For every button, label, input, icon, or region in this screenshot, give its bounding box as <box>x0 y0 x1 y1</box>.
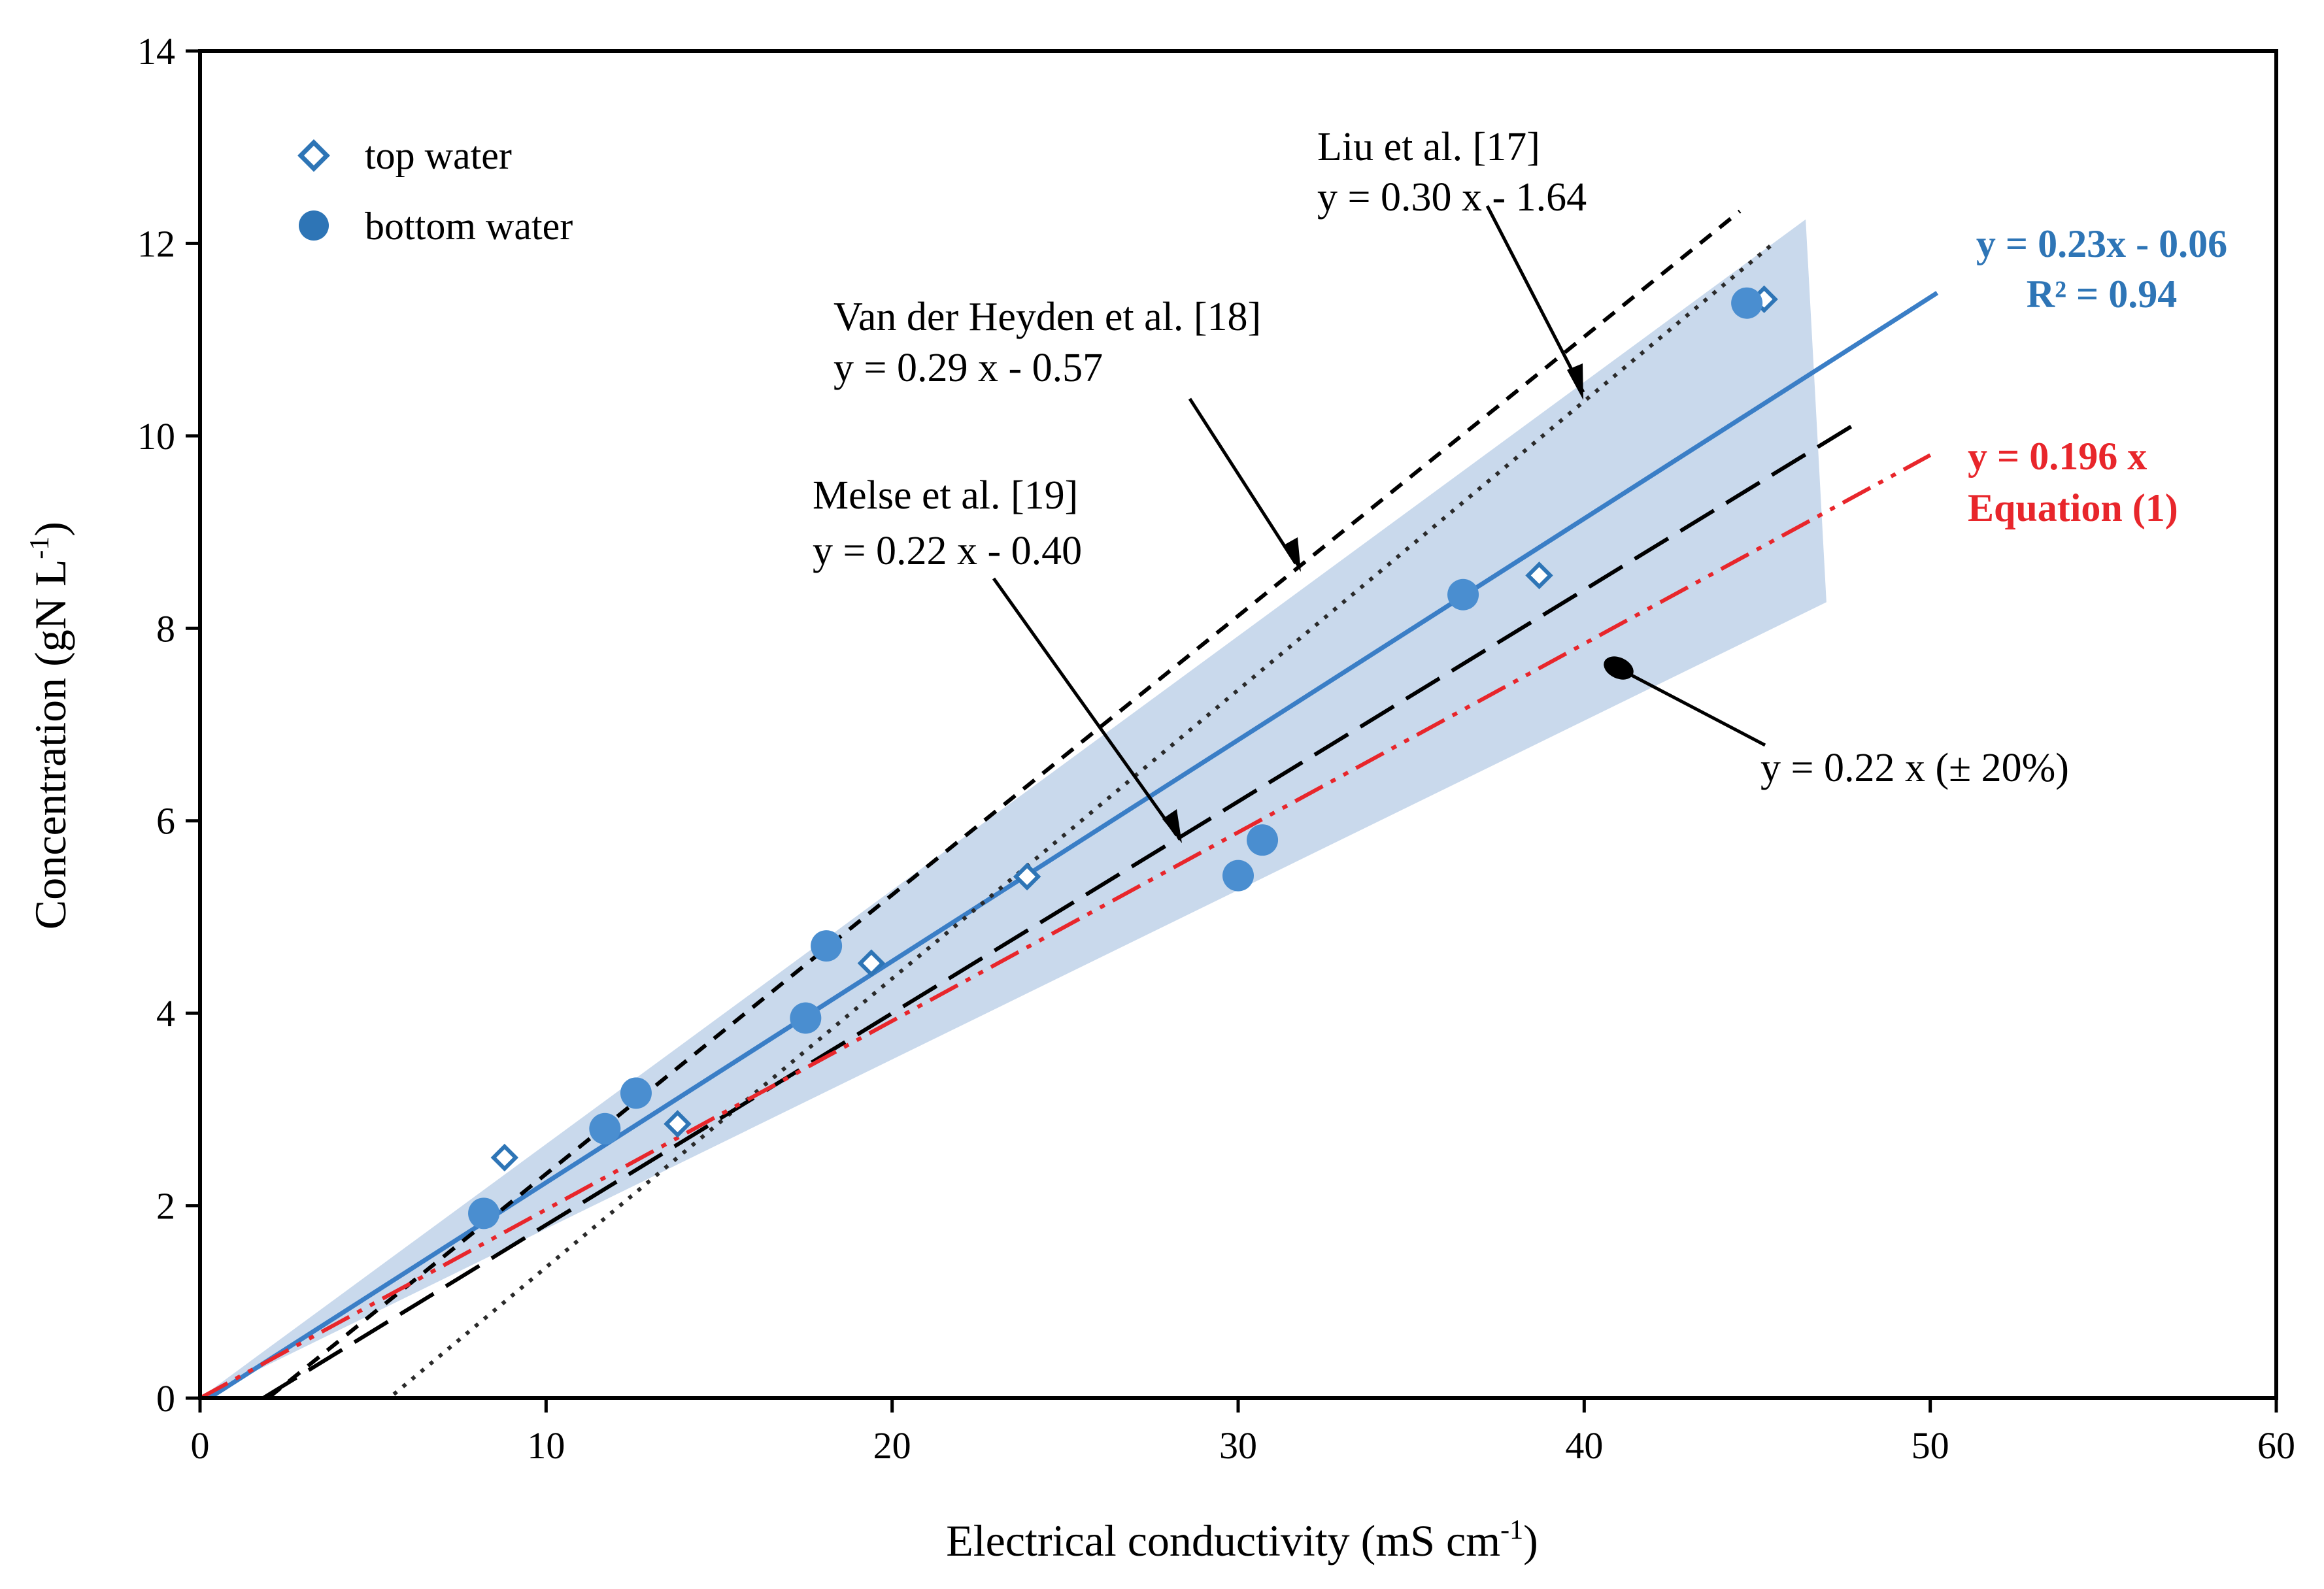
y-tick-label: 4 <box>156 992 175 1035</box>
top-water-point <box>490 1143 519 1172</box>
y-axis-title: Concentration (gN L-1) <box>25 522 75 929</box>
band-plus-minus-20-percent <box>200 219 1827 1399</box>
equation-1-formula: y = 0.196 x <box>1968 435 2147 478</box>
legend-top-water-marker <box>297 139 330 172</box>
x-axis-title: Electrical conductivity (mS cm-1) <box>946 1515 1538 1565</box>
x-tick-label: 60 <box>2257 1424 2295 1467</box>
fit-line-van-der-heyden-et-al-18 <box>267 209 1742 1399</box>
x-tick-label: 10 <box>527 1424 565 1467</box>
arrowhead-liu <box>1567 363 1583 400</box>
bottom-water-point <box>620 1077 652 1109</box>
y-tick-label: 8 <box>156 607 175 650</box>
annotation-liu-title: Liu et al. [17] <box>1317 125 1540 169</box>
arrow-vdh <box>1188 397 1298 565</box>
annotation-vdh-equation: y = 0.29 x - 0.57 <box>834 346 1103 390</box>
x-tick-label: 30 <box>1219 1424 1257 1467</box>
top-water-point <box>1525 561 1553 590</box>
y-axis-title-sup: -1 <box>25 537 55 560</box>
bottom-water-point <box>1731 287 1763 319</box>
legend: top water bottom water <box>297 134 573 248</box>
x-tick-label: 50 <box>1911 1424 1949 1467</box>
x-axis-title-end: ) <box>1523 1516 1538 1565</box>
bottom-water-point <box>811 930 843 962</box>
fit-line-equation-1 <box>199 453 1932 1400</box>
fit-equation: y = 0.23x - 0.06 <box>1976 222 2227 265</box>
fit-r-squared: R² = 0.94 <box>2027 273 2178 316</box>
y-tick-label: 6 <box>156 800 175 843</box>
x-axis-title-main: Electrical conductivity (mS cm <box>946 1516 1500 1565</box>
y-tick-label: 12 <box>137 222 175 265</box>
y-tick-label: 14 <box>137 30 175 73</box>
top-water-point <box>664 1110 692 1138</box>
arrowheads <box>1162 363 1634 843</box>
legend-top-water-label: top water <box>365 134 512 177</box>
y-axis-ticks: 0 2 4 6 8 10 12 14 <box>137 30 200 1420</box>
data-points <box>468 285 1778 1229</box>
arrow-liu <box>1485 205 1585 393</box>
annotation-arrows <box>992 205 1766 837</box>
bottom-water-point <box>1222 860 1254 892</box>
x-tick-label: 40 <box>1565 1424 1603 1467</box>
top-water-point <box>857 949 886 977</box>
x-axis-title-sup: -1 <box>1500 1515 1523 1545</box>
y-axis-title-main: Concentration (gN L <box>25 560 75 930</box>
arrow-band <box>1626 671 1766 747</box>
x-tick-label: 0 <box>191 1424 210 1467</box>
bottom-water-point <box>1447 578 1479 611</box>
annotation-vdh-title: Van der Heyden et al. [18] <box>834 295 1261 339</box>
legend-bottom-water-marker <box>299 210 329 241</box>
x-tick-label: 20 <box>873 1424 911 1467</box>
arrowhead-vdh <box>1283 537 1301 572</box>
equation-1-label: Equation (1) <box>1968 486 2178 529</box>
y-tick-label: 2 <box>156 1185 175 1228</box>
annotation-liu-equation: y = 0.30 x - 1.64 <box>1317 175 1587 220</box>
bottom-water-point <box>468 1197 500 1229</box>
fit-line-melse-et-al-19 <box>261 423 1855 1400</box>
legend-bottom-water-label: bottom water <box>365 205 573 248</box>
top-water-point <box>1013 862 1041 891</box>
y-tick-label: 10 <box>137 415 175 458</box>
annotation-band-label: y = 0.22 x (± 20%) <box>1760 746 2069 790</box>
bottom-water-point <box>1247 824 1279 856</box>
y-tick-label: 0 <box>156 1377 175 1420</box>
arrowhead-melse <box>1162 809 1182 843</box>
y-axis-title-end: ) <box>25 522 75 537</box>
arrowhead-band <box>1604 656 1634 680</box>
annotation-melse-equation: y = 0.22 x - 0.40 <box>813 529 1082 573</box>
bottom-water-point <box>790 1002 822 1034</box>
arrow-melse <box>992 577 1179 837</box>
annotation-melse-title: Melse et al. [19] <box>813 473 1078 518</box>
x-axis-ticks: 0 10 20 30 40 50 60 <box>191 1398 2295 1467</box>
bottom-water-point <box>589 1112 621 1145</box>
